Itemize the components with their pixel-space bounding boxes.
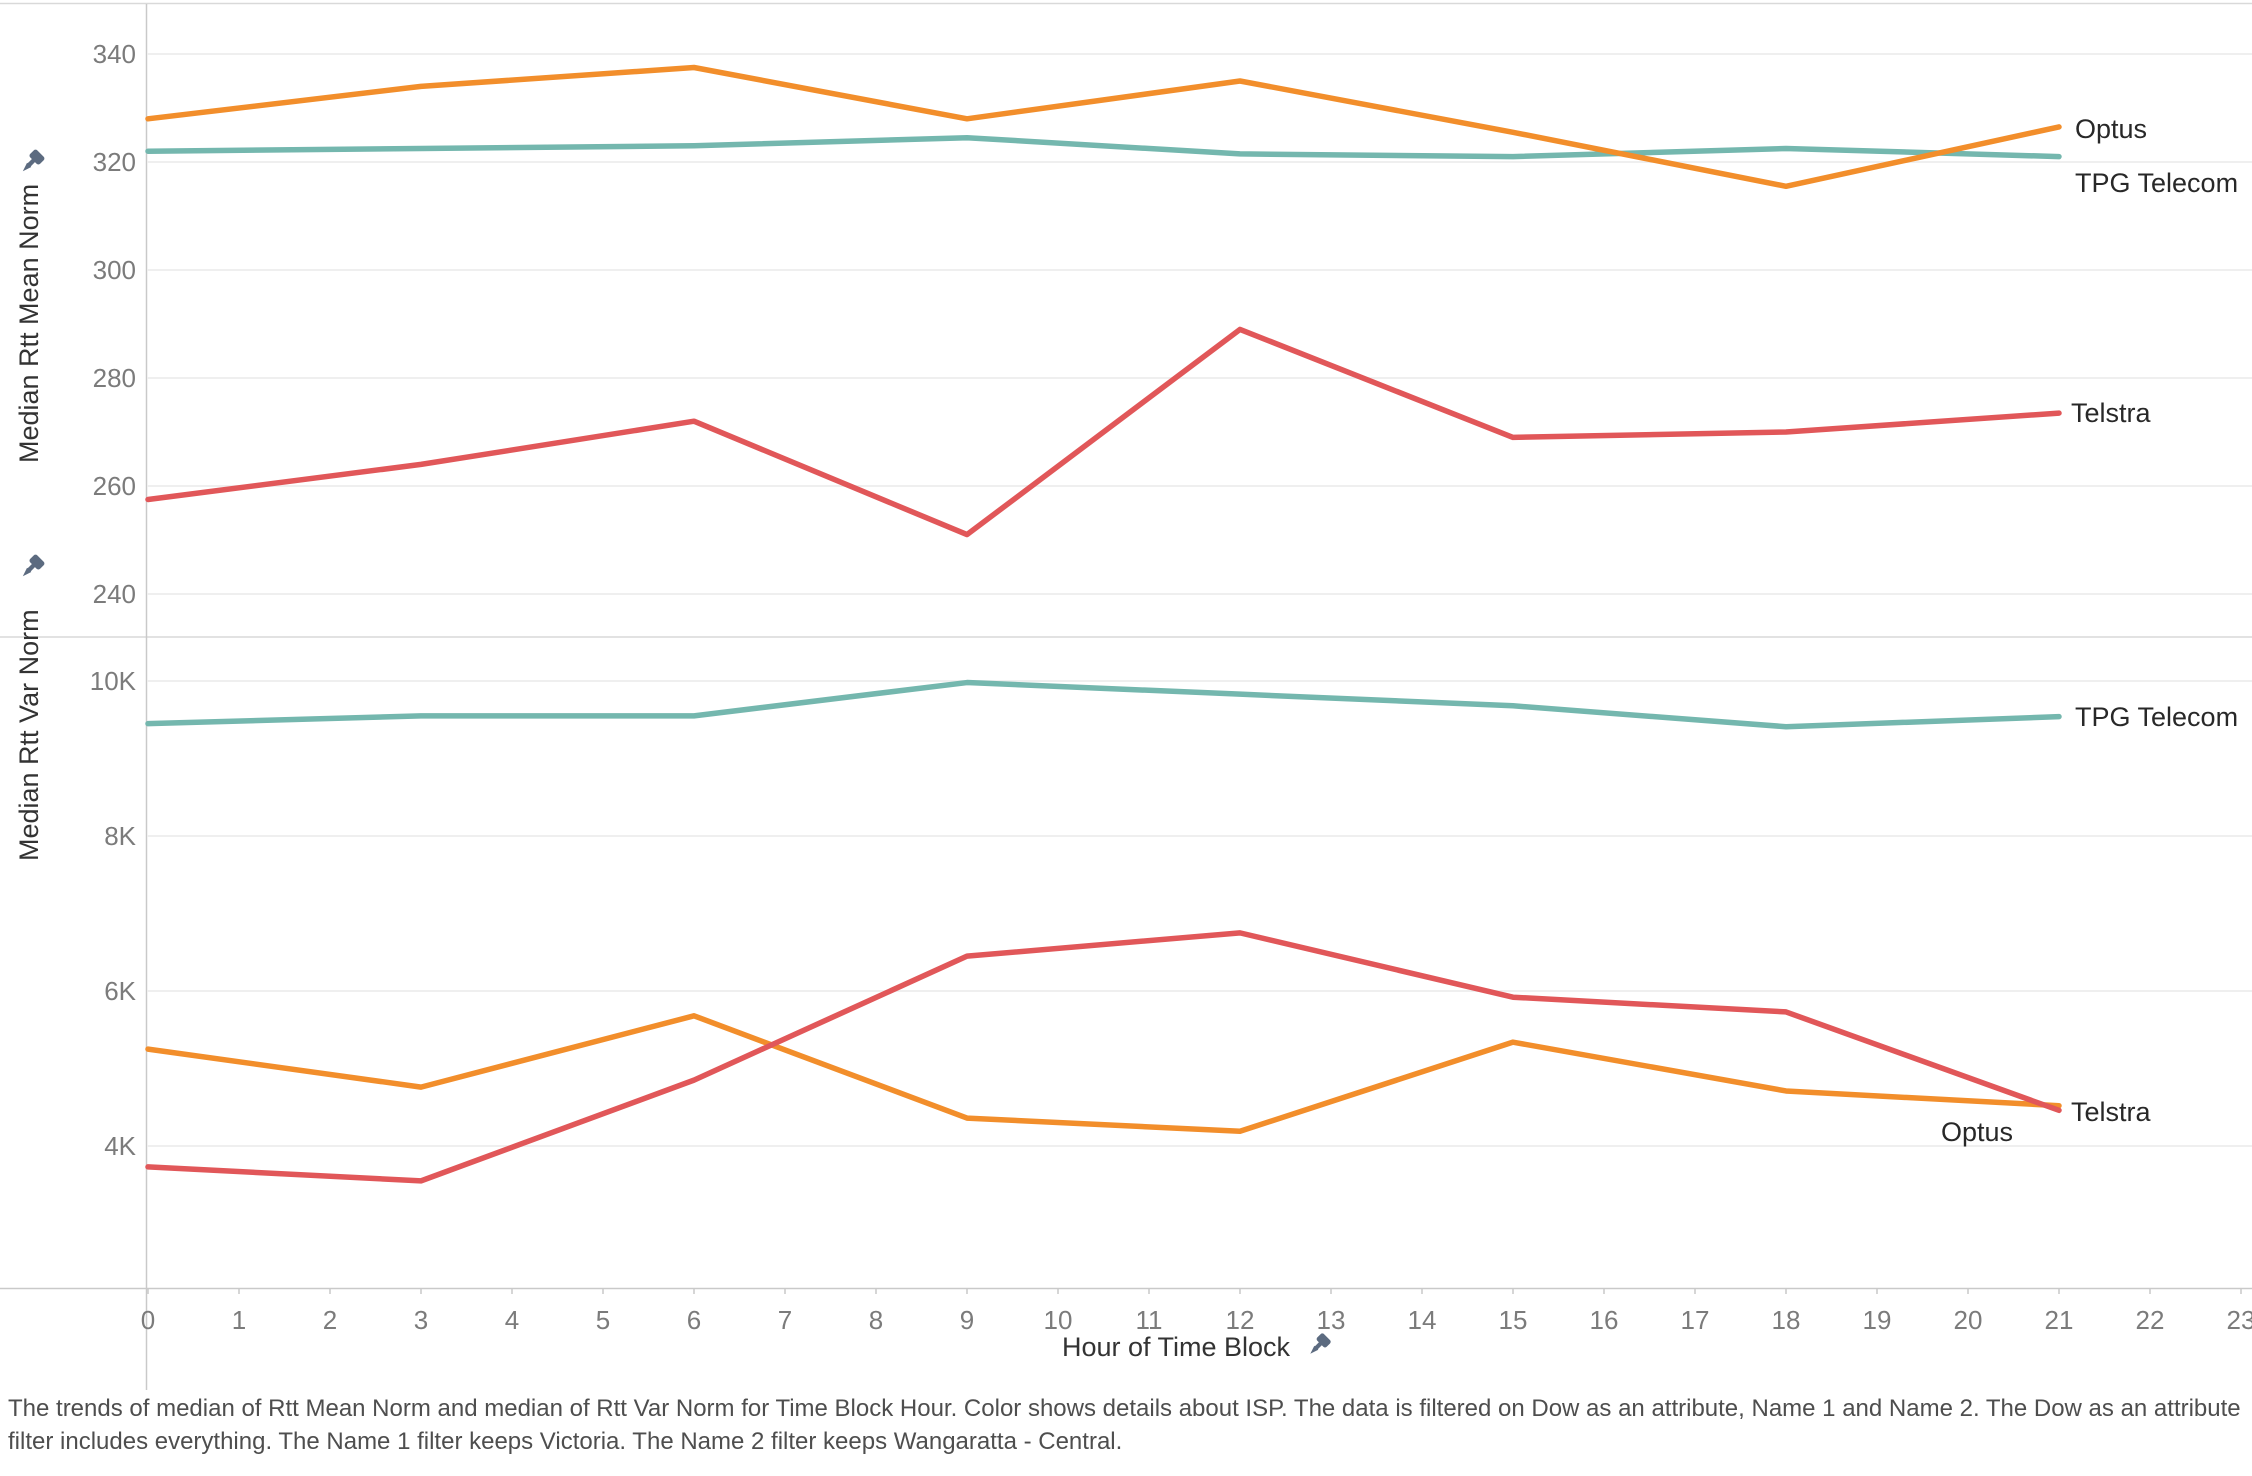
series-label-var-telstra: Telstra xyxy=(2071,1097,2151,1128)
series-label-mean-telstra: Telstra xyxy=(2071,398,2151,429)
series-label-var-optus: Optus xyxy=(1941,1116,2014,1147)
y-tick-label-var-10K: 10K xyxy=(89,666,136,696)
y-tick-label-var-4K: 4K xyxy=(104,1131,136,1161)
y-tick-label-mean-280: 280 xyxy=(92,363,136,393)
pin-icon-var-axis[interactable] xyxy=(14,551,50,587)
series-label-mean-optus: Optus xyxy=(2075,113,2148,144)
series-line-var-tpg-telecom[interactable] xyxy=(145,679,2062,730)
series-label-mean-tpg-telecom: TPG Telecom xyxy=(2075,167,2239,198)
y-tick-label-mean-300: 300 xyxy=(92,255,136,285)
y-axis-title-mean: Median Rtt Mean Norm xyxy=(14,183,44,463)
y-tick-label-mean-340: 340 xyxy=(92,39,136,69)
x-tick-label-17: 17 xyxy=(1680,1305,1710,1335)
series-line-mean-telstra[interactable] xyxy=(145,326,2062,538)
x-tick-label-13: 13 xyxy=(1316,1305,1346,1335)
x-tick-label-6: 6 xyxy=(686,1305,702,1335)
pin-icon-x-axis[interactable] xyxy=(1302,1330,1336,1364)
x-tick-label-10: 10 xyxy=(1043,1305,1073,1335)
x-tick-label-23: 23 xyxy=(2226,1305,2252,1335)
series-line-var-telstra[interactable] xyxy=(145,930,2062,1184)
y-tick-label-mean-320: 320 xyxy=(92,147,136,177)
series-line-mean-tpg-telecom[interactable] xyxy=(145,134,2062,160)
x-axis-title: Hour of Time Block xyxy=(1061,1331,1291,1362)
x-tick-label-1: 1 xyxy=(231,1305,247,1335)
x-tick-label-15: 15 xyxy=(1498,1305,1528,1335)
x-tick-label-21: 21 xyxy=(2044,1305,2074,1335)
x-tick-label-12: 12 xyxy=(1225,1305,1255,1335)
y-tick-label-mean-260: 260 xyxy=(92,471,136,501)
y-tick-label-var-8K: 8K xyxy=(104,821,136,851)
y-tick-label-mean-240: 240 xyxy=(92,579,136,609)
x-tick-label-16: 16 xyxy=(1589,1305,1619,1335)
x-tick-label-3: 3 xyxy=(413,1305,429,1335)
pin-icon-mean-axis[interactable] xyxy=(14,146,50,182)
x-axis-title-row: Hour of Time Block xyxy=(146,1330,2252,1364)
chart-caption: The trends of median of Rtt Mean Norm an… xyxy=(8,1395,2241,1456)
series-line-mean-optus[interactable] xyxy=(145,64,2062,190)
x-tick-label-5: 5 xyxy=(595,1305,611,1335)
x-tick-label-4: 4 xyxy=(504,1305,520,1335)
series-line-var-optus[interactable] xyxy=(145,1013,2062,1135)
x-tick-label-19: 19 xyxy=(1862,1305,1892,1335)
x-tick-label-22: 22 xyxy=(2135,1305,2165,1335)
y-tick-label-var-6K: 6K xyxy=(104,976,136,1006)
x-tick-label-20: 20 xyxy=(1953,1305,1983,1335)
x-tick-label-18: 18 xyxy=(1771,1305,1801,1335)
x-tick-label-7: 7 xyxy=(777,1305,793,1335)
series-label-var-tpg-telecom: TPG Telecom xyxy=(2075,701,2239,732)
x-tick-label-14: 14 xyxy=(1407,1305,1437,1335)
x-tick-label-9: 9 xyxy=(959,1305,975,1335)
x-tick-label-2: 2 xyxy=(322,1305,338,1335)
y-axis-title-var: Median Rtt Var Norm xyxy=(14,609,44,861)
x-tick-label-11: 11 xyxy=(1135,1305,1163,1335)
x-tick-label-0: 0 xyxy=(140,1305,156,1335)
x-tick-label-8: 8 xyxy=(868,1305,884,1335)
